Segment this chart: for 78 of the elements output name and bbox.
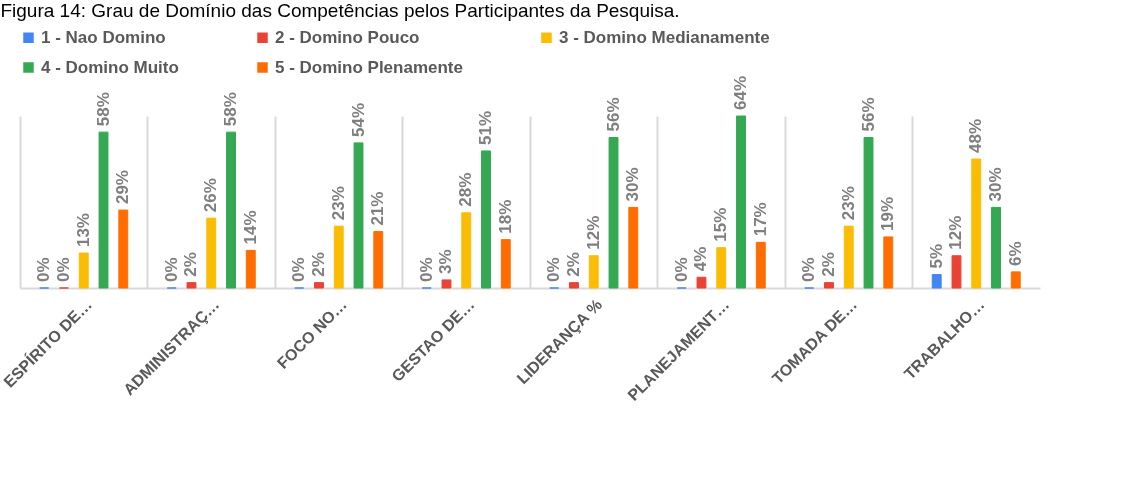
bar [883,236,894,289]
data-label: 0% [289,257,309,282]
data-label: 2% [563,252,583,277]
legend-label: 4 - Domino Muito [41,57,179,77]
bar [186,282,197,289]
bar [333,225,344,289]
data-label: 0% [34,257,54,282]
data-label: 28% [456,172,476,207]
data-label: 56% [603,97,623,132]
data-label: 54% [348,102,368,137]
data-label: 0% [544,257,564,282]
bar [824,282,834,289]
bar [1010,271,1021,289]
bar [755,241,766,289]
data-label: 17% [750,202,770,237]
bar [716,247,727,289]
data-label: 12% [583,215,603,250]
data-label: 0% [671,257,691,282]
bar [500,239,511,289]
data-label: 12% [946,215,966,250]
data-label: 58% [221,92,241,127]
bar [863,137,874,289]
bar [951,255,962,289]
bar [314,282,324,289]
bar [226,131,236,289]
bar [696,276,707,289]
bar [991,206,1001,289]
bar [118,209,129,289]
data-label: 0% [799,257,819,282]
data-label: 21% [368,191,388,226]
data-label: 48% [966,118,986,153]
data-label: 26% [201,178,221,213]
chart-title: Figura 14: Grau de Domínio das Competências pelos Participantes da Pesquisa. [0,0,680,21]
bar [971,158,982,289]
data-label: 18% [495,199,515,234]
data-label: 29% [113,170,133,205]
data-label: 2% [181,252,201,277]
data-label: 19% [878,196,898,231]
bar [843,225,854,289]
data-label: 0% [53,257,73,282]
bar [588,255,599,289]
bar [481,150,491,289]
bar [373,231,384,289]
data-label: 5% [926,243,946,269]
data-label: 0% [161,257,181,282]
legend-label: 2 - Domino Pouco [275,27,420,47]
data-label: 58% [93,92,113,127]
legend-label: 3 - Domino Medianamente [559,27,770,47]
bar [98,131,109,289]
data-label: 6% [1005,241,1025,266]
bar [569,282,579,289]
data-label: 13% [73,213,93,248]
bar [245,249,256,289]
data-label: 2% [308,252,328,277]
bar [353,142,364,289]
data-label: 23% [328,186,348,221]
data-label: 56% [858,97,878,132]
data-label: 64% [731,75,751,110]
data-label: 30% [986,167,1006,202]
legend-label: 5 - Domino Plenamente [275,57,463,77]
bar [931,274,942,289]
bar [78,252,89,289]
data-label: 51% [476,110,496,145]
data-label: 14% [240,210,260,245]
legend-label: 1 - Nao Domino [41,27,166,47]
bar [461,212,472,289]
data-label: 15% [711,207,731,242]
bar [206,217,217,289]
data-label: 4% [691,246,711,272]
data-label: 23% [838,186,858,221]
data-label: 2% [818,252,838,277]
bar [736,115,746,289]
bar [628,206,639,289]
data-label: 3% [436,249,456,274]
data-label: 30% [623,167,643,202]
data-label: 0% [416,257,436,282]
bar [441,279,452,289]
bar [608,137,619,289]
